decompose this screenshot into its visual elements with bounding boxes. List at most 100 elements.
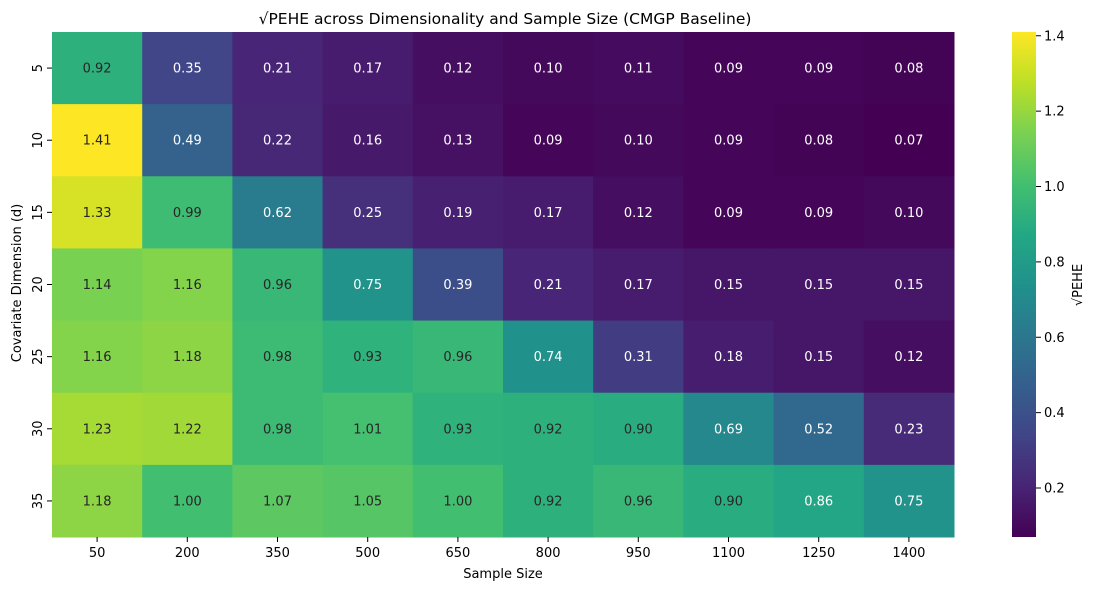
x-tick-label: 950 <box>626 546 651 561</box>
cell-value-label: 0.16 <box>353 134 382 149</box>
heatmap-cell <box>322 320 414 394</box>
colorbar-tick-label: 0.6 <box>1044 331 1065 346</box>
cell-value-label: 0.08 <box>894 62 923 77</box>
heatmap-cell <box>412 176 504 249</box>
heatmap-cell <box>232 392 324 466</box>
cell-value-label: 0.10 <box>894 206 923 221</box>
cell-value-label: 0.62 <box>263 206 292 221</box>
heatmap-cell <box>232 32 324 105</box>
heatmap-cell <box>683 104 775 177</box>
cell-value-label: 0.96 <box>443 350 472 365</box>
heatmap-cell <box>593 464 684 538</box>
x-tick-label: 200 <box>175 546 200 561</box>
heatmap-cell <box>322 32 414 105</box>
cell-value-label: 0.18 <box>714 350 743 365</box>
cell-value-label: 0.35 <box>173 62 202 77</box>
cell-value-label: 0.93 <box>353 350 382 365</box>
heatmap-cell <box>52 392 143 466</box>
heatmap-cell <box>773 464 865 538</box>
colorbar-tick-label: 0.4 <box>1044 406 1065 421</box>
heatmap-cell <box>593 176 684 249</box>
cell-value-label: 1.16 <box>173 278 202 293</box>
y-tick-label: 20 <box>31 276 46 293</box>
heatmap-cell <box>773 248 865 322</box>
heatmap-cell <box>412 104 504 177</box>
heatmap-cell <box>142 464 233 538</box>
cell-value-label: 0.09 <box>714 62 743 77</box>
y-tick-label: 10 <box>31 132 46 149</box>
y-tick-label: 35 <box>31 493 46 510</box>
cell-value-label: 0.93 <box>443 422 472 437</box>
cell-value-label: 0.99 <box>173 206 202 221</box>
y-tick-label: 5 <box>31 64 46 72</box>
heatmap-cell <box>52 248 143 322</box>
heatmap-cell <box>142 104 233 177</box>
cell-value-label: 1.23 <box>83 422 112 437</box>
heatmap-cell <box>683 320 775 394</box>
heatmap-cell <box>773 176 865 249</box>
heatmap-cell <box>683 464 775 538</box>
cell-value-label: 0.21 <box>263 62 292 77</box>
cell-value-label: 0.75 <box>894 494 923 509</box>
cell-value-label: 1.18 <box>83 494 112 509</box>
heatmap-cell <box>52 320 143 394</box>
heatmap-cell <box>683 392 775 466</box>
heatmap-cell <box>503 320 594 394</box>
heatmap-cell <box>142 248 233 322</box>
cell-value-label: 0.19 <box>443 206 472 221</box>
heatmap-cell <box>593 104 684 177</box>
colorbar-label: √PEHE <box>1071 264 1086 306</box>
x-axis-ticks: 50 200 350 500 650 800 950 1100 1250 1400 <box>89 537 925 561</box>
cell-value-label: 0.90 <box>624 422 653 437</box>
heatmap-cell <box>142 32 233 105</box>
heatmap-cell <box>683 32 775 105</box>
cell-value-label: 1.16 <box>83 350 112 365</box>
cell-value-label: 0.17 <box>534 206 563 221</box>
heatmap-cell <box>863 176 955 249</box>
cell-value-label: 0.09 <box>804 206 833 221</box>
x-tick-label: 1400 <box>892 546 925 561</box>
colorbar <box>1012 32 1036 537</box>
cell-value-label: 0.09 <box>534 134 563 149</box>
cell-value-label: 1.41 <box>83 134 112 149</box>
cell-value-label: 0.09 <box>804 62 833 77</box>
y-axis-ticks: 5 10 15 20 25 30 35 <box>31 64 52 509</box>
heatmap-cell <box>773 320 865 394</box>
colorbar-tick-label: 0.2 <box>1044 482 1065 497</box>
cell-value-label: 0.11 <box>624 62 653 77</box>
heatmap-cell <box>232 176 324 249</box>
cell-value-label: 0.17 <box>624 278 653 293</box>
cell-value-label: 0.25 <box>353 206 382 221</box>
cell-value-label: 0.09 <box>714 134 743 149</box>
cell-value-label: 0.98 <box>263 350 292 365</box>
y-tick-label: 25 <box>31 348 46 365</box>
cell-value-label: 0.12 <box>894 350 923 365</box>
heatmap-cell <box>142 176 233 249</box>
cell-value-label: 0.75 <box>353 278 382 293</box>
heatmap-cell <box>232 104 324 177</box>
cell-value-label: 0.52 <box>804 422 833 437</box>
heatmap-cell <box>593 320 684 394</box>
heatmap-cell <box>593 248 684 322</box>
heatmap-cell <box>683 176 775 249</box>
cell-value-label: 0.07 <box>894 134 923 149</box>
x-tick-label: 350 <box>265 546 290 561</box>
heatmap-cell <box>773 392 865 466</box>
heatmap-cell <box>503 248 594 322</box>
cell-value-label: 0.21 <box>534 278 563 293</box>
cell-value-label: 0.96 <box>263 278 292 293</box>
cell-value-label: 0.69 <box>714 422 743 437</box>
cell-value-label: 0.12 <box>443 62 472 77</box>
cell-value-label: 1.22 <box>173 422 202 437</box>
cell-value-label: 0.09 <box>714 206 743 221</box>
cell-value-label: 1.33 <box>83 206 112 221</box>
heatmap-cell <box>773 32 865 105</box>
heatmap-cell <box>52 176 143 249</box>
heatmap-cell <box>232 464 324 538</box>
heatmap-cell <box>412 464 504 538</box>
heatmap-cell <box>232 248 324 322</box>
x-tick-label: 1100 <box>712 546 745 561</box>
cell-value-label: 1.14 <box>83 278 112 293</box>
heatmap-cell <box>863 104 955 177</box>
